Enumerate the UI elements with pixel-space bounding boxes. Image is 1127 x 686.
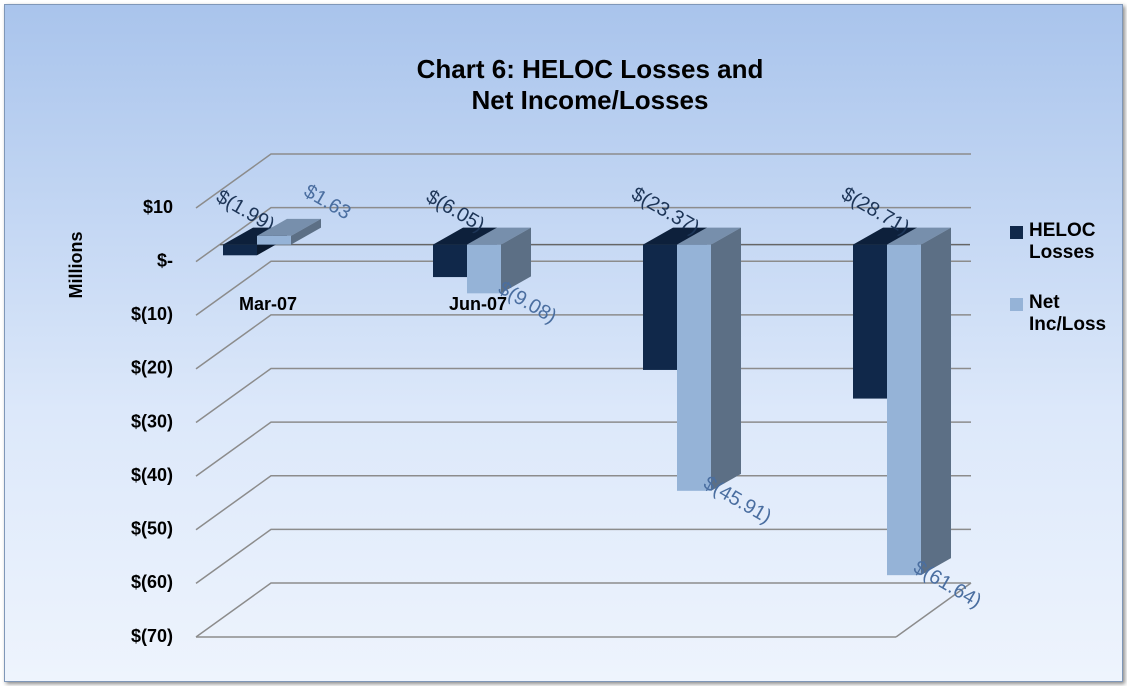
bar-3d: [467, 227, 531, 294]
bar-top: [853, 227, 917, 245]
y-tick-label: $(60): [131, 572, 173, 592]
chart-area: Chart 6: HELOC Losses and Net Income/Los…: [4, 4, 1123, 682]
y-tick-label: $(40): [131, 465, 173, 485]
y-tick-label: $(20): [131, 358, 173, 378]
y-axis-label: Millions: [66, 232, 86, 299]
bar-side: [291, 218, 321, 245]
grid-line: [195, 582, 971, 638]
floor-edge: [895, 582, 972, 638]
bar-3d: [887, 227, 951, 576]
y-tick-label: $(50): [131, 519, 173, 539]
y-tick-label: $(70): [131, 626, 173, 646]
bar: [853, 244, 887, 399]
bar-top: [643, 227, 707, 245]
legend-label: Net Inc/Loss: [1029, 292, 1107, 335]
grid-line: [195, 421, 971, 477]
x-tick-label: Jun-07: [449, 294, 507, 314]
data-label: $(28.71): [838, 183, 914, 239]
grid-line: [195, 475, 971, 531]
legend-label: HELOC Losses: [1029, 220, 1096, 263]
bar-top: [433, 227, 497, 245]
data-label: $(1.99): [212, 186, 278, 237]
data-label: $(45.91): [700, 472, 776, 528]
data-label: $1.63: [300, 180, 354, 224]
bar-3d: [257, 218, 321, 245]
bar-top: [257, 218, 321, 236]
x-tick-label: Mar-07: [239, 294, 297, 314]
data-label: $(61.64): [910, 556, 986, 612]
grid-line: [195, 528, 971, 584]
legend-swatch: [1010, 226, 1023, 239]
bar-3d: [677, 227, 741, 491]
legend-swatch: [1010, 298, 1023, 311]
y-tick-label: $(10): [131, 304, 173, 324]
chart-title: Net Income/Losses: [472, 85, 709, 115]
bar: [467, 244, 501, 294]
data-label: $(23.37): [628, 183, 704, 239]
y-tick-label: $-: [157, 250, 173, 270]
bar: [223, 244, 257, 256]
bar-side: [711, 227, 741, 491]
bar: [887, 244, 921, 576]
data-label: $(6.05): [422, 186, 488, 237]
y-tick-label: $(30): [131, 411, 173, 431]
bar: [643, 244, 677, 370]
grid-line: [195, 153, 971, 209]
legend-item: HELOC Losses: [1010, 220, 1110, 264]
bar-top: [887, 227, 951, 245]
grid-line: [195, 206, 971, 263]
bar-side: [921, 227, 951, 576]
chart-title: Chart 6: HELOC Losses and: [417, 54, 764, 84]
bar-top: [467, 227, 531, 245]
chart: Chart 6: HELOC Losses and Net Income/Los…: [66, 54, 986, 646]
bar-top: [677, 227, 741, 245]
y-tick-label: $10: [143, 197, 173, 217]
bar: [257, 235, 291, 245]
bar-side: [501, 227, 531, 294]
legend-item: Net Inc/Loss: [1010, 292, 1110, 336]
bar: [433, 244, 467, 278]
legend: HELOC Losses Net Inc/Loss: [1010, 220, 1110, 364]
bar: [677, 244, 711, 491]
